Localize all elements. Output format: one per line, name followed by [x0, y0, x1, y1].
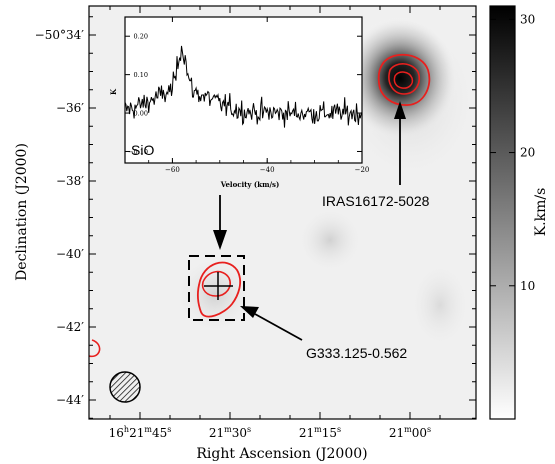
inset-x-tick-label: −60 — [165, 166, 180, 174]
x-tick-label: 21m30s — [209, 425, 251, 440]
contour-iras-inner — [393, 71, 414, 89]
inset-x-tick-label: −20 — [355, 166, 370, 174]
emission-blob — [292, 202, 368, 278]
map-tick-labels: 16h21m45s 21m30s 21m15s 21m00s −50°34′ −36′ −3… — [35, 28, 431, 440]
contour-iras-outer — [377, 53, 431, 106]
y-axis-label: Declination (J2000) — [14, 143, 30, 281]
inset-spectrum-panel: −60 −40 −20 −0.10 0.00 0.10 0.20 SiO Velocity … — [109, 16, 370, 189]
contour-edge — [89, 339, 101, 358]
zoom-box — [188, 255, 245, 321]
inset-x-axis-label: Velocity (km/s) — [220, 180, 280, 189]
arrow-g333-label — [254, 313, 303, 341]
y-tick-label: −44′ — [56, 393, 84, 407]
map-frame — [88, 5, 477, 420]
arrowhead — [240, 306, 259, 318]
colorbar-label: K.km/s — [533, 188, 549, 237]
y-tick-label: −38′ — [56, 174, 84, 188]
y-tick-label: −36′ — [56, 101, 84, 115]
inset-y-tick-label: 0.10 — [134, 71, 148, 79]
colorbar-ticks: 10 20 30 — [490, 12, 535, 293]
arrowhead — [394, 101, 406, 119]
colorbar-tick-label: 20 — [520, 146, 535, 160]
inset-x-tick-label: −40 — [260, 166, 275, 174]
inset-y-tick-label: 0.20 — [134, 33, 148, 41]
colorbar-tick-label: 10 — [520, 279, 535, 293]
map-ticks — [89, 6, 476, 419]
inset-y-axis-label: K — [109, 88, 118, 95]
emission-blob — [167, 249, 263, 341]
x-tick-label: 21m15s — [299, 425, 341, 440]
annotation-arrows — [213, 101, 406, 341]
contour-g333-inner — [201, 270, 231, 297]
contour-iras-mid — [388, 63, 420, 95]
colorbar — [489, 5, 516, 420]
inset-y-tick-label: −0.10 — [128, 148, 148, 156]
y-tick-label: −40′ — [56, 247, 84, 261]
inset-frame — [124, 16, 363, 164]
emission-blob — [405, 255, 475, 355]
contour-g333-outer — [197, 261, 241, 318]
y-tick-label: −50°34′ — [35, 28, 85, 42]
inset-ticks: −60 −40 −20 −0.10 0.00 0.10 0.20 — [124, 17, 370, 174]
spectrum-series-line — [124, 45, 363, 128]
x-axis-label: Right Ascension (J2000) — [196, 446, 367, 462]
y-tick-label: −42′ — [56, 320, 84, 334]
arrowhead — [213, 230, 227, 250]
inset-y-tick-label: 0.00 — [134, 110, 148, 118]
x-tick-label: 21m00s — [389, 425, 431, 440]
source-label-g333: G333.125-0.562 — [306, 345, 407, 361]
x-tick-label: 16h21m45s — [109, 425, 172, 440]
beam-ellipse — [109, 371, 141, 403]
colorbar-tick-label: 30 — [520, 12, 535, 26]
source-label-iras: IRAS16172-5028 — [322, 193, 430, 209]
inset-molecule-label: SiO — [131, 142, 154, 158]
iras-emission-peak — [342, 16, 458, 140]
